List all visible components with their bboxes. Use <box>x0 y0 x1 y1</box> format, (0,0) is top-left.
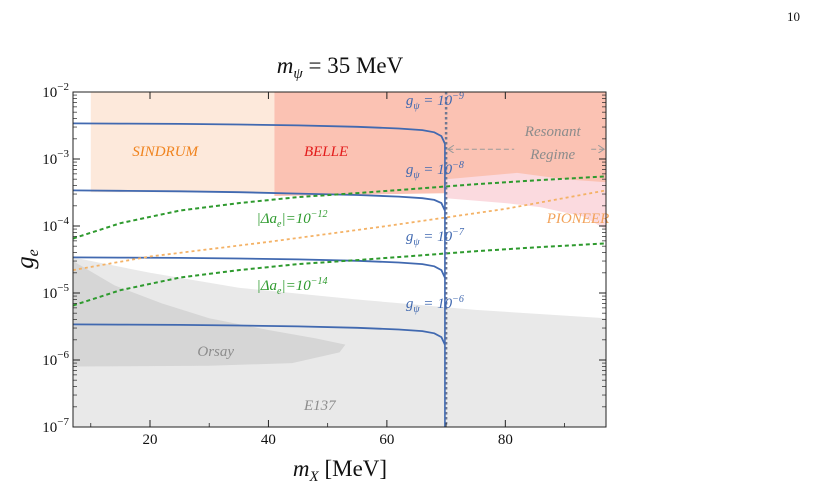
series-label-g-10-8: gψ = 10−8 <box>406 160 464 181</box>
resonance-line <box>444 92 448 427</box>
series-label-a-e-10-12: |Δae|=10−12 <box>257 209 328 230</box>
y-tick-label: 10−7 <box>42 416 69 436</box>
y-axis-label: ge <box>12 249 42 269</box>
y-tick-label: 10−3 <box>42 148 69 168</box>
series-label-g-10-7: gψ = 10−7 <box>406 227 465 248</box>
region-pioneer <box>446 172 606 230</box>
chart-title: mψ = 35 MeV <box>277 53 404 82</box>
series-label-g-10-6: gψ = 10−6 <box>406 294 464 315</box>
series-line-g-10-6 <box>73 323 446 345</box>
regions <box>73 92 606 427</box>
region-label-orsay: Orsay <box>197 344 234 360</box>
series-line-a-e-10-14 <box>73 242 606 307</box>
x-tick-label: 80 <box>498 432 513 448</box>
region-label-pioneer: PIONEER <box>546 211 609 227</box>
region-belle <box>274 92 606 196</box>
series-lines <box>73 122 606 345</box>
series-line-a-e-10-12 <box>73 175 606 240</box>
series-label-a-e-10-14: |Δae|=10−14 <box>257 276 328 297</box>
y-tick-label: 10−4 <box>42 215 69 235</box>
region-label-belle: BELLE <box>304 144 348 160</box>
page-number: 10 <box>787 9 800 24</box>
region-e137 <box>73 257 606 427</box>
plot-labels: SINDRUM BELLE PIONEER Orsay E137 gψ = 10−9 gψ … <box>132 91 609 414</box>
plot-frame <box>72 91 607 428</box>
series-line-g-10-8 <box>73 189 446 211</box>
x-axis-label: mX [MeV] <box>293 456 387 485</box>
series-line-g-10-9 <box>73 122 446 144</box>
region-orsay <box>73 261 346 367</box>
x-tick-label: 60 <box>379 432 394 448</box>
annotation-resonant: Resonant <box>524 124 582 140</box>
region-sindrum <box>90 92 275 193</box>
series-label-g-10-9: gψ = 10−9 <box>406 91 464 112</box>
region-label-sindrum: SINDRUM <box>132 144 199 160</box>
plot-area <box>73 92 606 427</box>
y-tick-label: 10−5 <box>42 282 69 302</box>
y-tick-label: 10−2 <box>42 81 69 101</box>
axis-ticks: 20 40 60 80 10−2 10−3 10−4 10−5 10−6 10−7 <box>42 81 606 448</box>
y-tick-label: 10−6 <box>42 349 69 369</box>
annotation-regime: Regime <box>529 147 575 163</box>
x-tick-label: 40 <box>261 432 276 448</box>
region-label-e137: E137 <box>303 398 337 414</box>
x-tick-label: 20 <box>142 432 157 448</box>
